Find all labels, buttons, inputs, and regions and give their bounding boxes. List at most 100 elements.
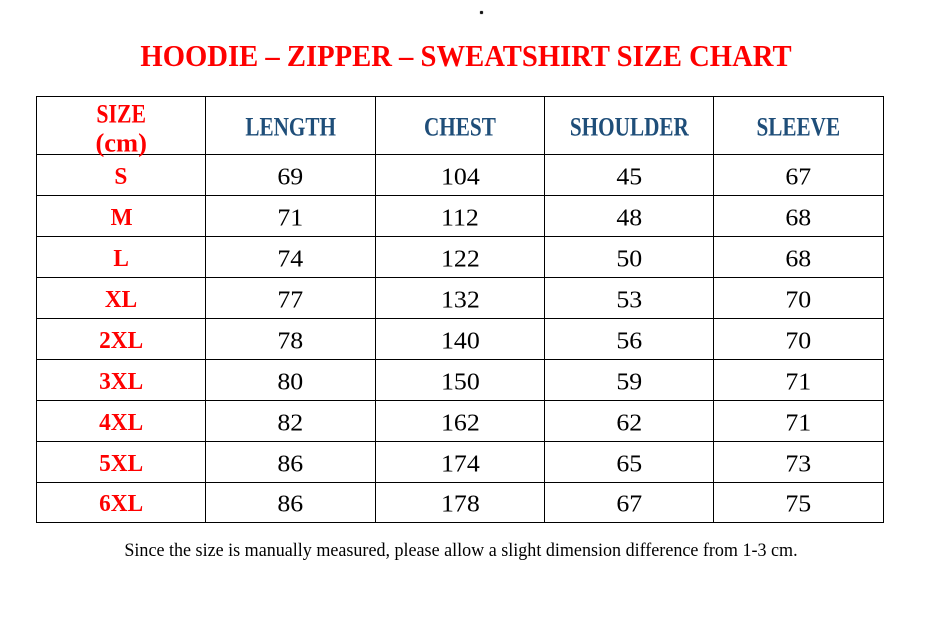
table-row-2xl: 2XL 78 140 56 70 (36, 317, 885, 360)
chest-value: 174 (375, 440, 546, 483)
size-label: L (36, 236, 207, 279)
cell-text: 71 (277, 204, 304, 232)
cell-text: 122 (440, 245, 480, 273)
cell-text: 48 (616, 204, 643, 232)
length-value: 71 (205, 195, 377, 238)
cell-text: 174 (440, 449, 480, 477)
cell-text: 71 (785, 368, 812, 396)
cell-text: 5XL (99, 449, 144, 477)
shoulder-value: 53 (544, 277, 715, 319)
cell-text: 80 (277, 368, 304, 396)
shoulder-value: 48 (544, 195, 715, 238)
cell-text: 178 (440, 490, 480, 518)
cell-text: 86 (277, 449, 304, 477)
table-row-s: S 69 104 45 67 (36, 154, 885, 197)
cell-text: 69 (277, 163, 304, 191)
size-label: 5XL (36, 440, 207, 483)
cell-text: L (113, 245, 129, 273)
shoulder-value: 65 (544, 440, 715, 483)
chest-value: 112 (375, 195, 546, 238)
sleeve-value: 70 (713, 277, 885, 319)
length-value: 69 (205, 154, 377, 197)
cell-text: 56 (616, 327, 643, 355)
size-chart-table: SIZE (cm) LENGTH CHEST SHOULDER SLEEVE S… (36, 95, 885, 524)
size-label: XL (36, 277, 207, 319)
table-row-6xl: 6XL 86 178 67 75 (36, 481, 885, 524)
table-row-5xl: 5XL 86 174 65 73 (36, 440, 885, 483)
chest-value: 178 (375, 481, 546, 524)
table-row-m: M 71 112 48 68 (36, 195, 885, 238)
chest-value: 150 (375, 358, 546, 401)
page-title: HOODIE – ZIPPER – SWEATSHIRT SIZE CHART (140, 38, 792, 74)
cell-text: 74 (277, 245, 304, 273)
cell-text: 132 (440, 286, 480, 314)
cell-text: 68 (785, 204, 812, 232)
length-value: 86 (205, 440, 377, 483)
size-label: 2XL (36, 317, 207, 360)
cell-text: 2XL (99, 326, 144, 354)
chest-value: 162 (375, 399, 546, 442)
length-value: 82 (205, 399, 377, 442)
sleeve-value: 68 (713, 236, 885, 279)
column-header-chest: CHEST (375, 95, 546, 156)
length-value: 80 (205, 358, 377, 401)
size-label: M (36, 195, 207, 238)
table-row-xl: XL 77 132 53 70 (36, 277, 885, 319)
table-row-3xl: 3XL 80 150 59 71 (36, 358, 885, 401)
cell-text: 71 (785, 408, 812, 436)
cell-text: M (110, 204, 133, 232)
size-label: 3XL (36, 358, 207, 401)
cell-text: 150 (440, 368, 480, 396)
cell-text: 65 (616, 449, 643, 477)
column-header-length: LENGTH (205, 95, 377, 156)
size-label: 4XL (36, 399, 207, 442)
shoulder-value: 62 (544, 399, 715, 442)
cell-text: 162 (440, 408, 480, 436)
cell-text: 62 (616, 408, 643, 436)
cell-text: 82 (277, 408, 304, 436)
size-label: S (36, 154, 207, 197)
length-value: 78 (205, 317, 377, 360)
cell-text: 67 (785, 163, 812, 191)
length-value: 74 (205, 236, 377, 279)
cell-text: XL (105, 285, 138, 313)
cell-text: 67 (616, 490, 643, 518)
shoulder-value: 50 (544, 236, 715, 279)
size-head-line1: SIZE (96, 98, 146, 129)
cell-text: 73 (785, 449, 812, 477)
cell-text: 86 (277, 490, 304, 518)
shoulder-value: 59 (544, 358, 715, 401)
cell-text: 75 (785, 490, 812, 518)
chest-value: 132 (375, 277, 546, 319)
length-value: 86 (205, 481, 377, 524)
sleeve-value: 75 (713, 481, 885, 524)
cell-text: 53 (616, 286, 643, 314)
chest-value: 140 (375, 317, 546, 360)
cell-text: 112 (441, 204, 480, 232)
table-row-l: L 74 122 50 68 (36, 236, 885, 279)
size-head-line2: (cm) (95, 126, 147, 157)
table-header-row: SIZE (cm) LENGTH CHEST SHOULDER SLEEVE (36, 95, 885, 157)
cell-text: S (114, 163, 128, 191)
shoulder-value: 67 (544, 481, 715, 524)
cell-text: 50 (616, 245, 643, 273)
stray-dot-mark (479, 10, 483, 14)
cell-text: 70 (785, 286, 812, 314)
chest-value: 122 (375, 236, 546, 279)
cell-text: 6XL (99, 490, 144, 518)
size-label: 6XL (36, 481, 207, 524)
cell-text: 77 (277, 286, 304, 314)
column-header-sleeve: SLEEVE (713, 95, 885, 156)
cell-text: 68 (785, 245, 812, 273)
cell-text: 3XL (99, 367, 144, 395)
sleeve-value: 71 (713, 399, 885, 442)
cell-text: 45 (616, 163, 643, 191)
cell-text: 78 (277, 327, 304, 355)
column-header-shoulder: SHOULDER (544, 95, 715, 156)
chest-value: 104 (375, 154, 546, 197)
size-header-text: SIZE (cm) (91, 99, 151, 157)
cell-text: 59 (616, 368, 643, 396)
shoulder-value: 56 (544, 317, 715, 360)
length-value: 77 (205, 277, 377, 319)
sleeve-value: 67 (713, 154, 885, 197)
